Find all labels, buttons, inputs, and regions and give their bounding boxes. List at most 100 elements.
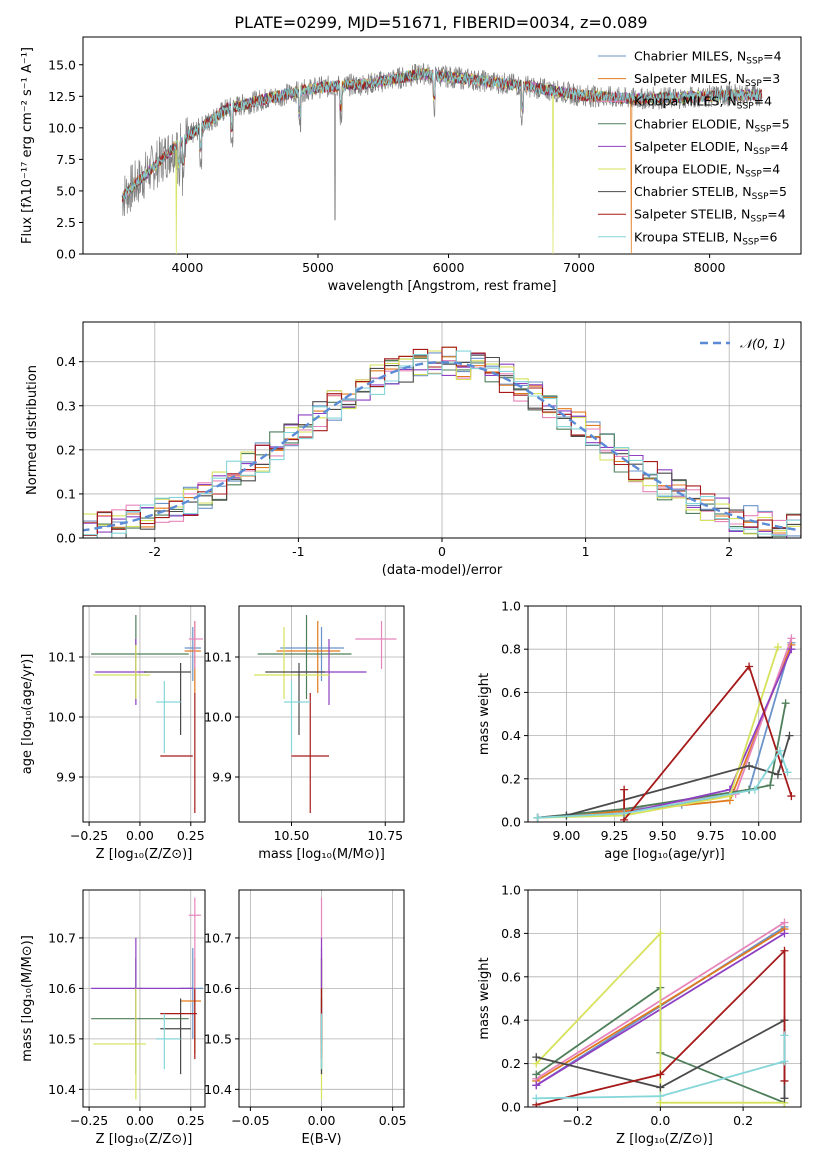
age_vs_Z-errorbars — [91, 615, 203, 813]
y-tick-label: 10.4 — [48, 1082, 76, 1097]
y-tick-label: 10.6 — [48, 981, 76, 996]
weight-line — [537, 648, 793, 819]
legend-label: Salpeter MILES, NSSP=3 — [634, 71, 780, 89]
age_vs_mass-errorbars — [254, 615, 397, 813]
y-tick-label: 0.1 — [56, 486, 76, 501]
x-tick-label: 9.00 — [553, 828, 581, 843]
weight-line — [535, 931, 785, 1104]
x-tick-label: 0.25 — [177, 828, 205, 843]
x-axis-label: (data-model)/error — [382, 563, 503, 578]
x-axis-label: Z [log₁₀(Z/Z⊙)] — [616, 1132, 713, 1147]
spectrum-legend: Chabrier MILES, NSSP=4 Salpeter MILES, NS… — [598, 49, 790, 247]
y-tick-label: 10.1 — [48, 650, 76, 665]
y-axis-label: Flux [fλ10⁻¹⁷ erg cm⁻² s⁻¹ A⁻¹] — [20, 47, 35, 244]
y-tick-label: 0.2 — [501, 771, 521, 786]
legend-subscript: SSP — [742, 237, 759, 247]
y-tick-label: 9.9 — [56, 770, 76, 785]
plus-marker — [745, 662, 754, 671]
y-tick-label: 10.7 — [204, 930, 232, 945]
plus-marker — [773, 643, 782, 652]
weight-line — [536, 948, 786, 1106]
mass_vs_EBV-frame: −0.05 0.00 0.05 10.4 10.5 10.6 10.7 E(B-V) — [204, 889, 407, 1147]
axes-frame — [527, 605, 802, 823]
y-tick-label: 10.5 — [48, 1031, 76, 1046]
plus-marker — [780, 929, 789, 938]
x-tick-label: 0.00 — [126, 1113, 154, 1128]
plus-marker — [780, 946, 789, 955]
legend-label: Chabrier ELODIE, NSSP=5 — [634, 116, 790, 134]
x-tick-label: 10.75 — [367, 828, 403, 843]
y-tick-label: 7.5 — [56, 152, 76, 167]
histogram-steps — [83, 350, 801, 538]
plus-marker — [532, 1053, 541, 1062]
legend-label: Chabrier MILES, NSSP=4 — [634, 49, 782, 67]
y-axis-label: age [log₁₀(age/yr)] — [20, 654, 35, 775]
x-tick-label: 0.05 — [379, 1113, 407, 1128]
legend-label-rest: =5 — [771, 116, 789, 131]
x-tick-label: −0.25 — [70, 828, 108, 843]
y-tick-label: 5.0 — [56, 183, 76, 198]
legend-label: Salpeter STELIB, NSSP=4 — [634, 207, 786, 225]
y-tick-label: 12.5 — [48, 89, 76, 104]
plus-marker — [533, 813, 542, 822]
plus-marker — [787, 645, 796, 654]
plus-marker — [775, 746, 784, 755]
x-tick-label: 10.50 — [274, 828, 310, 843]
legend-subscript: SSP — [750, 215, 767, 225]
y-tick-label: 10.0 — [48, 120, 76, 135]
x-tick-label: 0.25 — [177, 1113, 205, 1128]
y-tick-label: 1.0 — [501, 883, 521, 898]
legend-label: Kroupa STELIB, NSSP=6 — [634, 229, 778, 247]
plus-marker — [780, 1094, 789, 1103]
plus-marker — [766, 781, 775, 790]
mass_vs_Z-axes — [83, 890, 205, 1107]
plus-marker — [785, 731, 794, 740]
y-tick-label: 0.0 — [501, 1100, 521, 1115]
y-tick-label: 10.6 — [204, 981, 232, 996]
legend-label: Salpeter ELODIE, NSSP=4 — [634, 139, 789, 157]
plus-marker — [780, 1076, 789, 1085]
legend-label-rest: =4 — [767, 207, 785, 222]
legend-subscript: SSP — [745, 79, 762, 89]
weight-line — [537, 638, 793, 819]
x-tick-label: 9.50 — [649, 828, 677, 843]
plus-marker — [656, 1092, 665, 1101]
y-tick-label: 0.6 — [501, 685, 521, 700]
x-tick-label: 2 — [725, 544, 733, 559]
y-tick-label: 10.7 — [48, 930, 76, 945]
x-tick-label: 0 — [438, 544, 446, 559]
legend-label-rest: =4 — [763, 49, 781, 64]
plus-marker — [781, 699, 790, 708]
y-tick-label: 1.0 — [501, 599, 521, 614]
plus-marker — [656, 1070, 665, 1079]
legend-subscript: SSP — [754, 124, 771, 134]
age_vs_Z-axes — [83, 606, 205, 822]
y-tick-label: 0.4 — [501, 1013, 521, 1028]
plus-marker — [532, 1094, 541, 1103]
legend-label-rest: =4 — [754, 94, 772, 109]
spectrum-frame: 4000 5000 6000 7000 8000 0.0 2.5 5.0 7.5 10.0 12.5… — [20, 36, 802, 294]
spectrum-plot — [121, 63, 763, 254]
y-tick-label: 0.0 — [56, 531, 76, 546]
x-tick-label: −0.25 — [70, 1113, 108, 1128]
mass_vs_Z-frame: −0.25 0.00 0.25 10.4 10.5 10.6 10.7 Z [log₁₀(Z/… — [20, 889, 206, 1147]
legend-label-rest: =3 — [762, 71, 780, 86]
x-axis-label: Z [log₁₀(Z/Z⊙)] — [96, 847, 193, 862]
plus-marker — [787, 634, 796, 643]
x-tick-label: 0.00 — [308, 1113, 336, 1128]
x-tick-label: 8000 — [694, 260, 726, 275]
x-tick-label: -1 — [292, 544, 304, 559]
plus-marker — [780, 918, 789, 927]
y-tick-label: 10.5 — [204, 1031, 232, 1046]
spectrum-title: PLATE=0299, MJD=51671, FIBERID=0034, z=0… — [234, 13, 647, 32]
x-tick-label: 4000 — [172, 260, 204, 275]
plus-marker — [745, 761, 754, 770]
x-tick-label: 9.75 — [697, 828, 725, 843]
age_vs_mass-frame: 10.50 10.75 9.9 10.0 10.1 mass [log₁₀(M/M⊙)] — [204, 605, 405, 862]
plus-marker — [750, 785, 759, 794]
x-tick-label: 10.00 — [741, 828, 777, 843]
legend-label-rest: =5 — [769, 184, 787, 199]
y-tick-label: 10.4 — [204, 1082, 232, 1097]
axes-frame — [82, 36, 802, 255]
